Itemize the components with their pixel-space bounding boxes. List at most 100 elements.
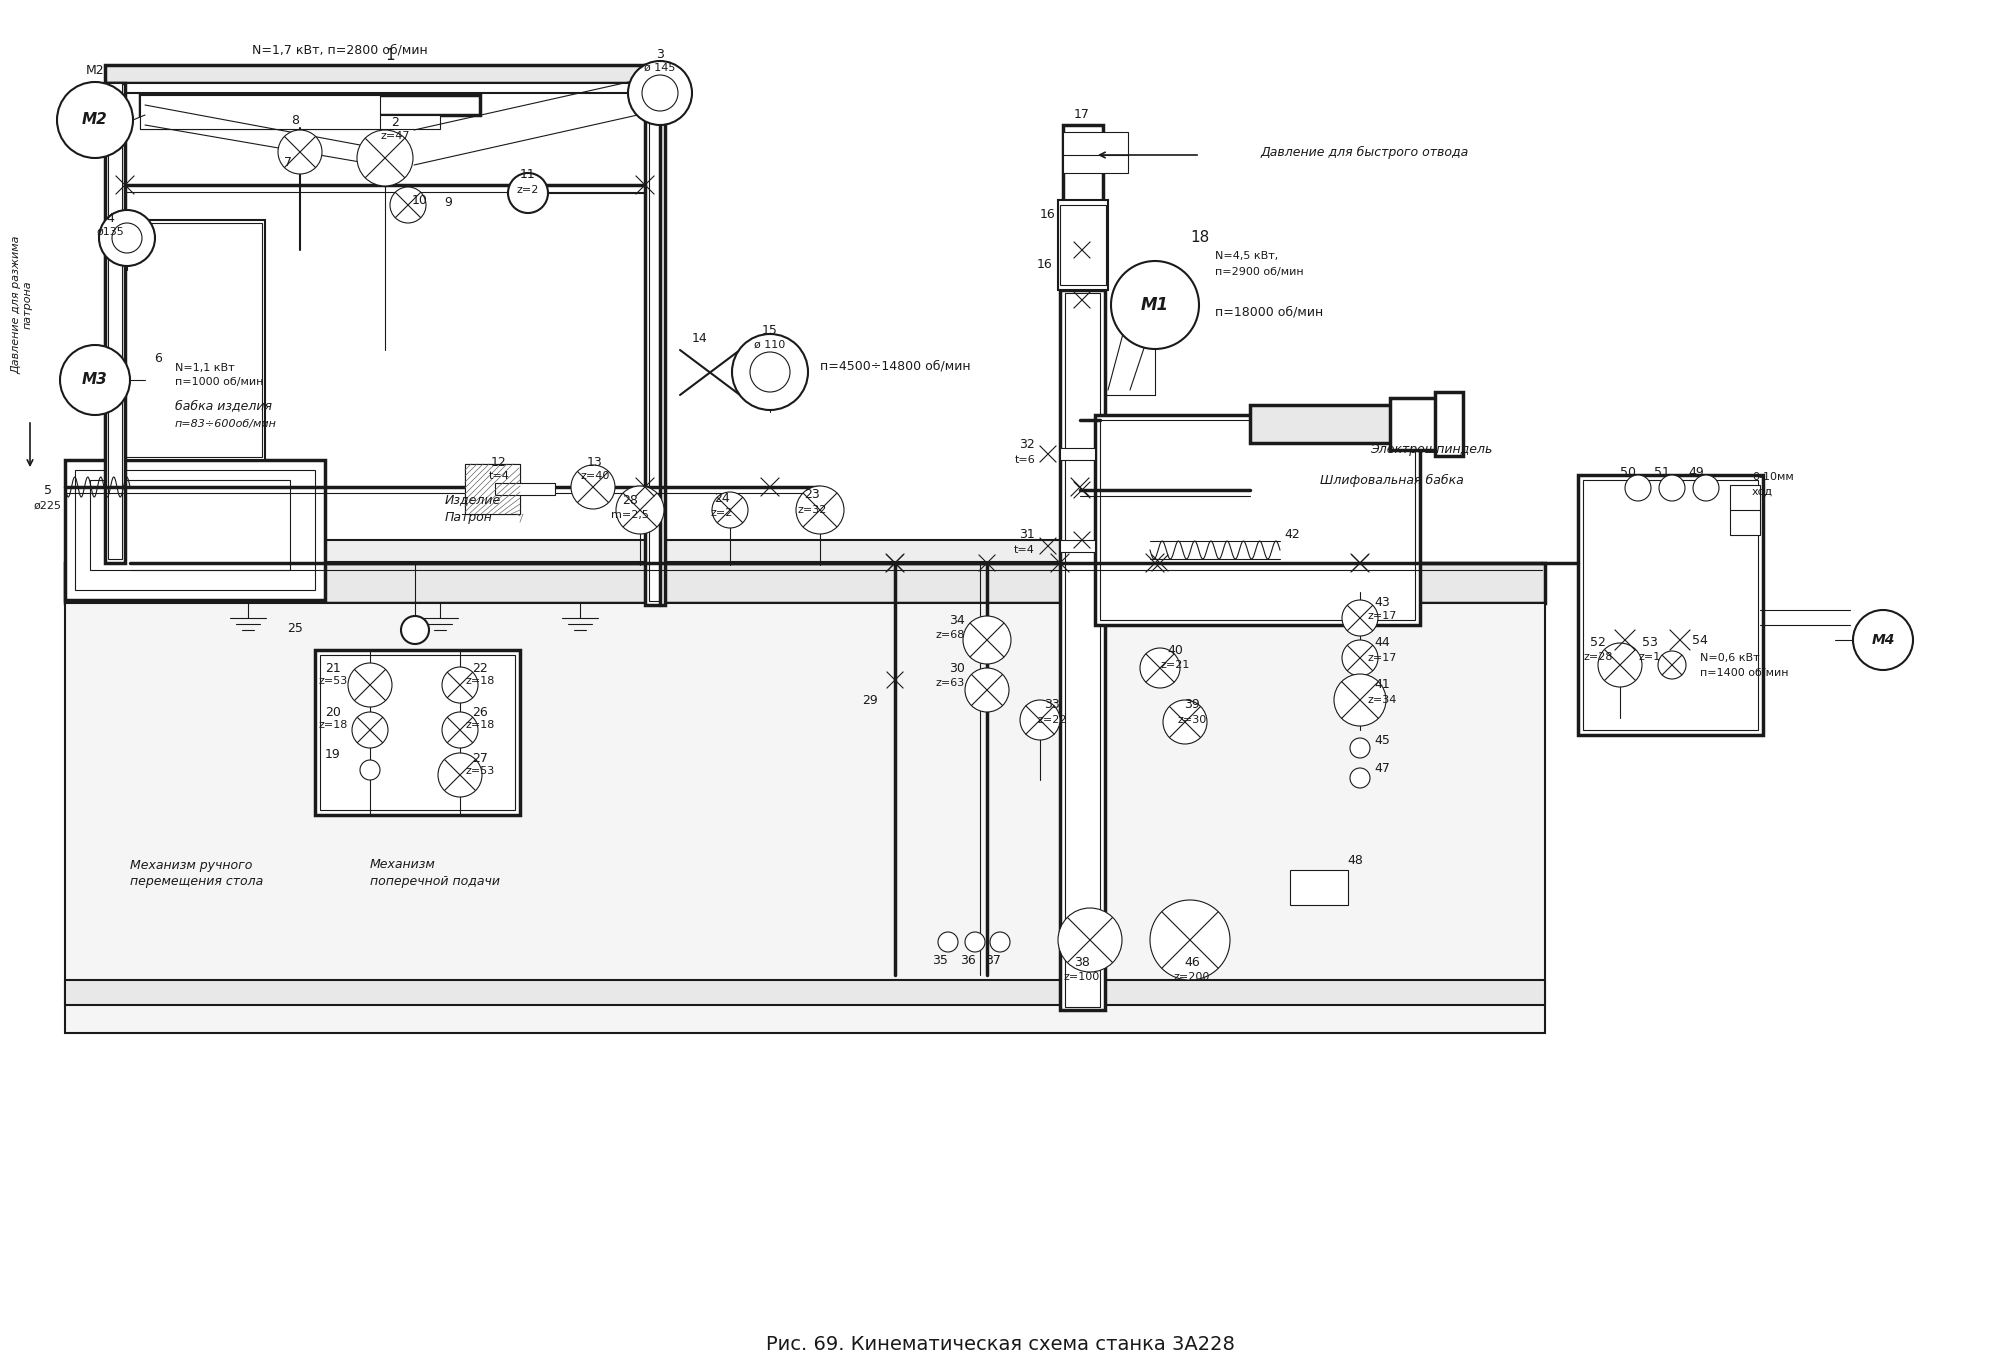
Text: 41: 41	[1374, 679, 1390, 691]
Circle shape	[732, 335, 808, 410]
Bar	[496, 483, 556, 495]
Bar	[464, 463, 520, 514]
Text: 14: 14	[692, 332, 708, 344]
Text: 1: 1	[386, 48, 394, 63]
Bar	[1290, 871, 1348, 905]
Text: N=0,6 кВт: N=0,6 кВт	[1700, 653, 1760, 664]
Text: z=1: z=1	[1638, 653, 1662, 662]
Text: бабка изделия: бабка изделия	[176, 399, 272, 413]
Text: п=4500÷14800 об/мин: п=4500÷14800 об/мин	[820, 359, 970, 373]
Text: z=21: z=21	[1160, 659, 1190, 670]
Text: 27: 27	[472, 751, 488, 765]
Bar	[1250, 404, 1420, 443]
Circle shape	[278, 130, 322, 174]
Bar	[1584, 480, 1758, 729]
Circle shape	[964, 932, 984, 951]
Bar	[104, 219, 264, 461]
Bar	[1100, 420, 1416, 620]
Circle shape	[964, 668, 1010, 712]
Circle shape	[60, 345, 130, 415]
Circle shape	[750, 352, 790, 392]
Text: 2: 2	[392, 115, 398, 129]
Circle shape	[1150, 899, 1230, 980]
Text: 45: 45	[1374, 733, 1390, 746]
Text: z=200: z=200	[1174, 972, 1210, 982]
Text: t=4: t=4	[488, 472, 510, 481]
Text: 8: 8	[292, 114, 300, 126]
Text: 20: 20	[326, 706, 340, 718]
Text: z=68: z=68	[936, 631, 964, 640]
Bar	[1390, 398, 1460, 450]
Circle shape	[1020, 701, 1060, 740]
Circle shape	[616, 485, 664, 533]
Text: m=2,5: m=2,5	[612, 510, 648, 520]
Text: 9: 9	[444, 196, 452, 208]
Text: 6: 6	[154, 351, 162, 365]
Bar	[1058, 200, 1108, 291]
Circle shape	[642, 75, 678, 111]
Text: 18: 18	[1190, 230, 1210, 245]
Bar	[140, 95, 380, 129]
Text: Рис. 69. Кинематическая схема станка 3А228: Рис. 69. Кинематическая схема станка 3А2…	[766, 1335, 1234, 1355]
Text: 26: 26	[472, 706, 488, 718]
Bar	[1064, 125, 1104, 206]
Text: 30: 30	[950, 661, 964, 675]
Text: 47: 47	[1374, 761, 1390, 775]
Text: Электрошпиндель: Электрошпиндель	[1370, 443, 1492, 457]
Text: 29: 29	[862, 694, 878, 706]
Text: 51: 51	[1654, 466, 1670, 478]
Text: 53: 53	[1642, 636, 1658, 650]
Bar	[64, 603, 1544, 1032]
Circle shape	[356, 130, 414, 186]
Text: 32: 32	[1020, 439, 1036, 451]
Text: Давление для быстрого отвода: Давление для быстрого отвода	[1260, 145, 1468, 159]
Bar	[320, 655, 516, 810]
Text: 37: 37	[986, 953, 1000, 967]
Text: 3: 3	[656, 48, 664, 62]
Text: 50: 50	[1620, 466, 1636, 478]
Circle shape	[1342, 640, 1378, 676]
Bar	[1060, 448, 1096, 461]
Circle shape	[56, 82, 132, 158]
Circle shape	[628, 60, 692, 125]
Bar	[64, 461, 324, 600]
Text: 23: 23	[804, 488, 820, 502]
Text: М1: М1	[1140, 296, 1170, 314]
Bar	[644, 64, 664, 605]
Circle shape	[964, 616, 1012, 664]
Bar	[140, 115, 440, 129]
Text: z=2: z=2	[516, 185, 540, 195]
Text: z=17: z=17	[1368, 611, 1396, 621]
Text: z=100: z=100	[1064, 972, 1100, 982]
Circle shape	[1334, 675, 1386, 727]
Text: 48: 48	[1348, 854, 1362, 866]
Text: 7: 7	[284, 155, 292, 169]
Text: 33: 33	[1044, 698, 1060, 712]
Text: 16: 16	[1040, 208, 1056, 222]
Circle shape	[360, 760, 380, 780]
Circle shape	[1350, 768, 1370, 788]
Text: 34: 34	[950, 613, 964, 627]
Text: 46: 46	[1184, 956, 1200, 968]
Text: ход: ход	[1752, 487, 1774, 498]
Circle shape	[1658, 651, 1686, 679]
Text: 19: 19	[326, 749, 340, 761]
Text: 43: 43	[1374, 596, 1390, 610]
Text: t=6: t=6	[1014, 455, 1036, 465]
Circle shape	[1598, 643, 1642, 687]
Circle shape	[1350, 738, 1370, 758]
Text: 44: 44	[1374, 636, 1390, 650]
Circle shape	[572, 465, 616, 509]
Bar	[1064, 155, 1128, 173]
Text: 35: 35	[932, 953, 948, 967]
Circle shape	[1140, 648, 1180, 688]
Text: 54: 54	[1692, 633, 1708, 647]
Text: z=18: z=18	[466, 676, 494, 686]
Bar	[1060, 291, 1104, 1010]
Text: 21: 21	[326, 661, 340, 675]
Bar	[104, 64, 664, 84]
Text: 16: 16	[1038, 259, 1052, 271]
Text: 40: 40	[1168, 643, 1182, 657]
Circle shape	[938, 932, 958, 951]
Text: 12: 12	[492, 455, 506, 469]
